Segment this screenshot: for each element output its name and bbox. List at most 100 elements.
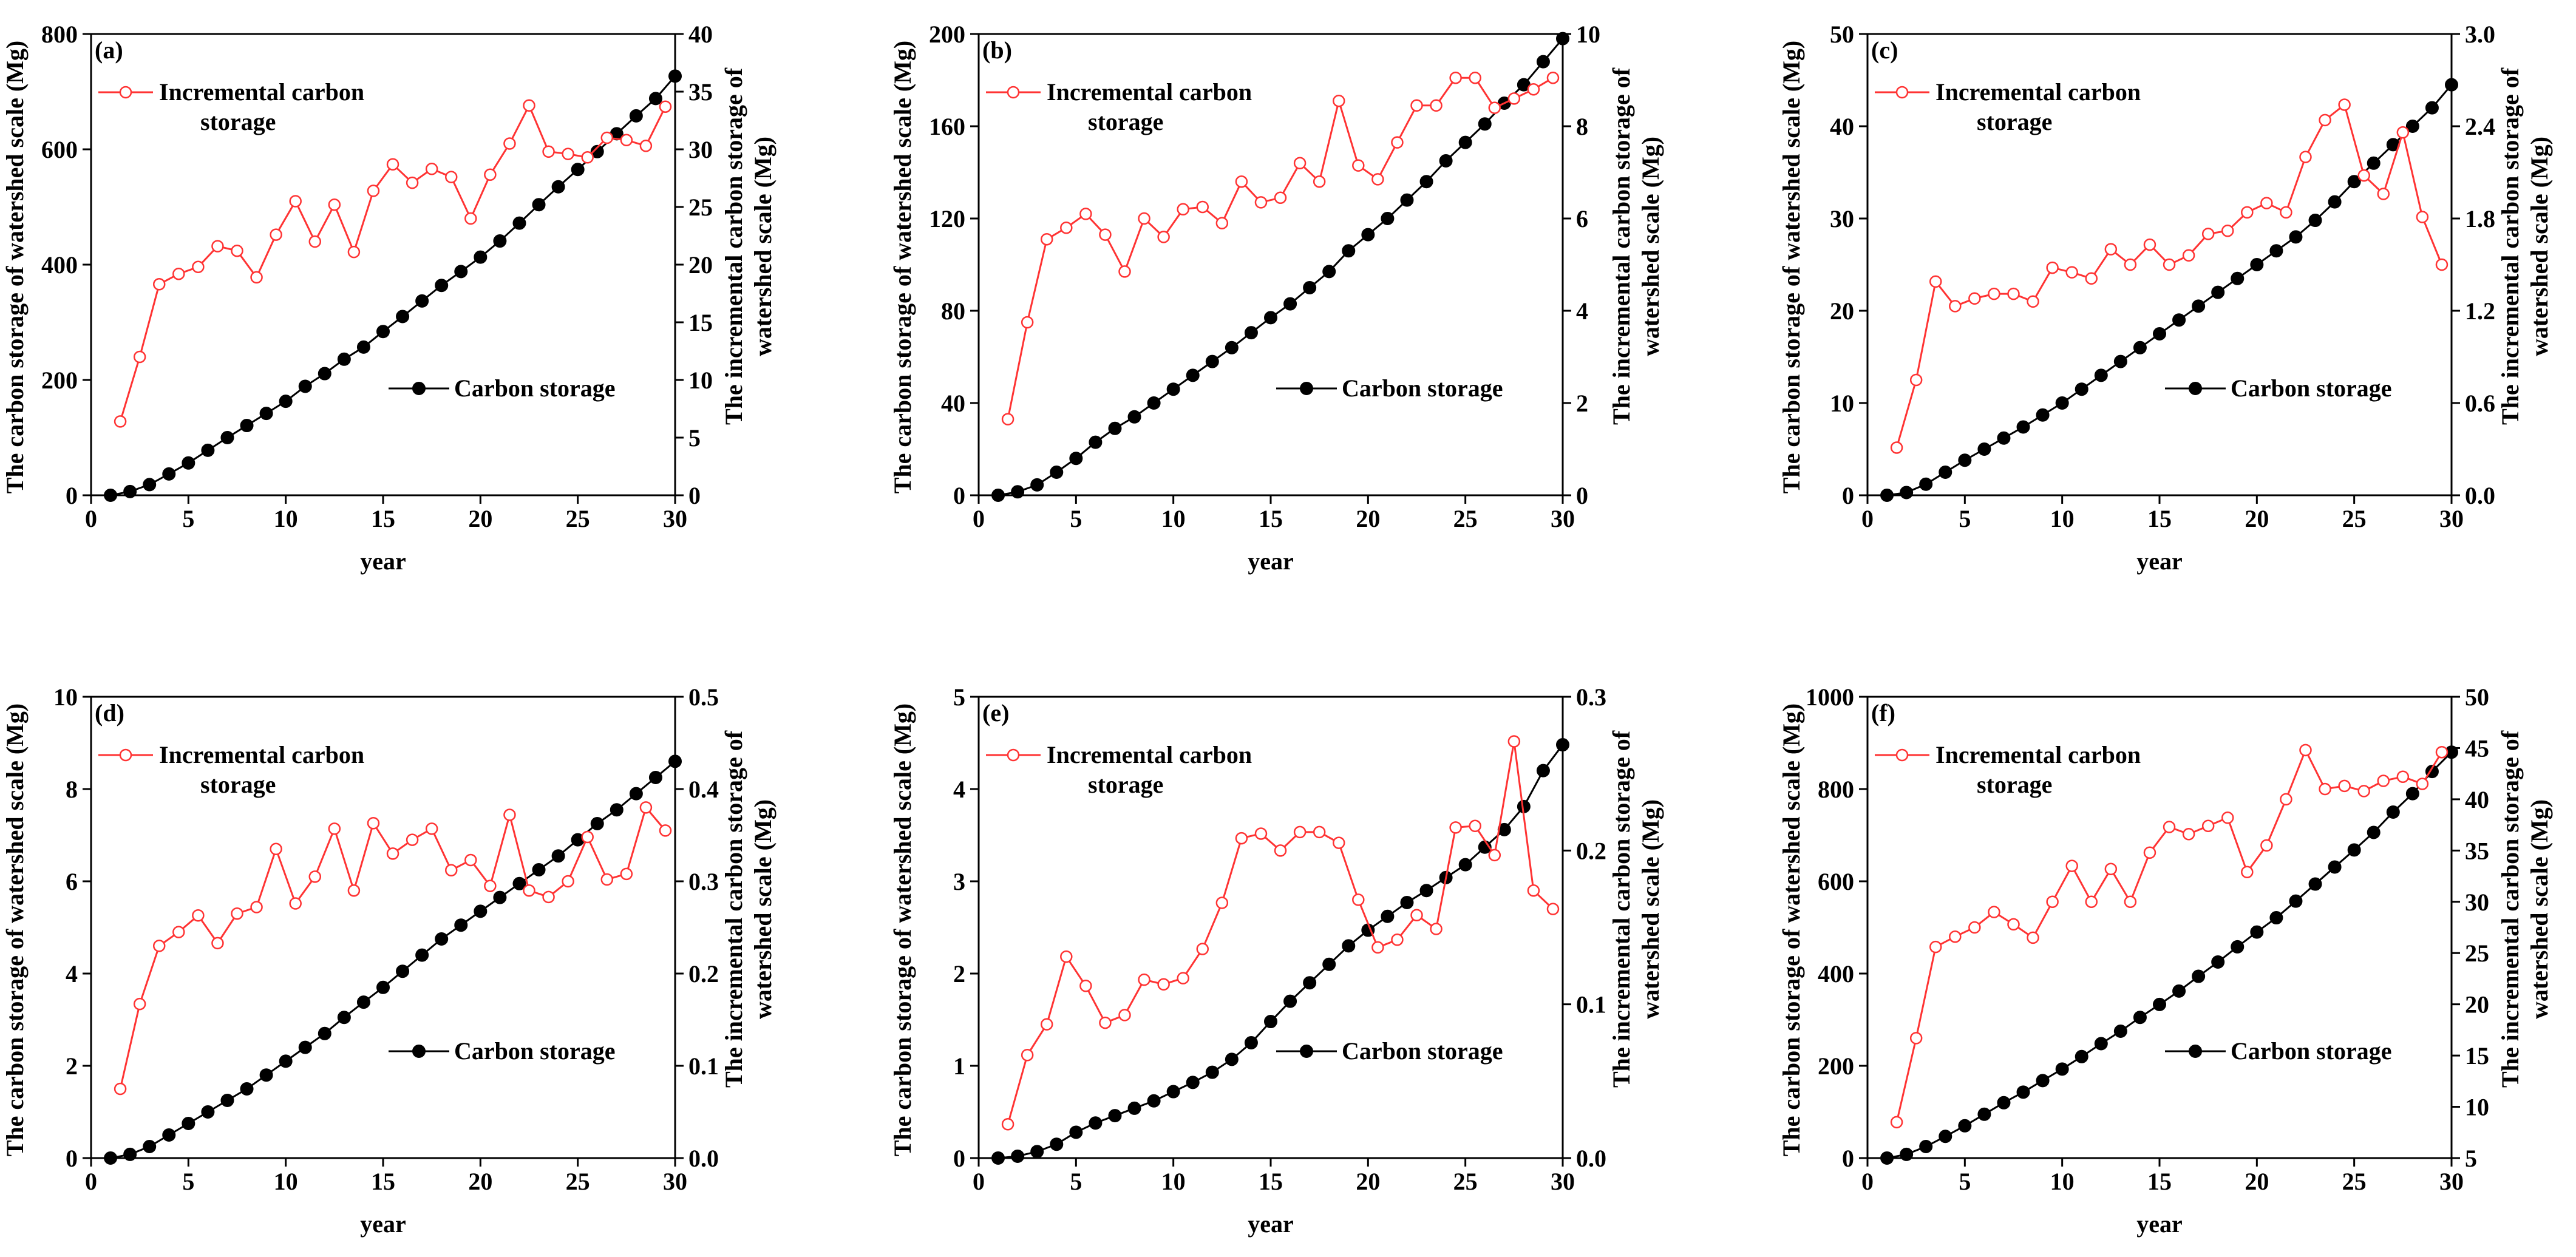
carbon-storage-point <box>2308 877 2322 891</box>
x-tick-label: 5 <box>1959 505 1971 532</box>
incremental-carbon-point <box>523 884 535 897</box>
incremental-carbon-point <box>542 145 555 158</box>
carbon-storage-point <box>2036 408 2050 422</box>
carbon-storage-point <box>1127 410 1141 424</box>
y-left-tick-label: 800 <box>1818 776 1854 803</box>
incremental-carbon-point <box>1546 903 1560 915</box>
incremental-carbon-point <box>1507 735 1521 748</box>
carbon-storage-point <box>532 198 546 212</box>
carbon-storage-point <box>1244 1036 1258 1049</box>
incremental-carbon-point <box>542 890 555 904</box>
carbon-storage-point <box>2308 214 2322 228</box>
carbon-storage-point <box>2231 271 2245 285</box>
x-tick-label: 30 <box>2439 505 2464 532</box>
carbon-storage-point <box>279 1054 293 1068</box>
y-right-tick-label: 3.0 <box>2465 21 2495 48</box>
x-tick-label: 5 <box>1070 1168 1082 1195</box>
y-right-tick-label: 25 <box>688 194 713 221</box>
incremental-carbon-point <box>2416 778 2429 790</box>
incremental-carbon-point <box>1157 978 1170 991</box>
incremental-carbon-point <box>2377 188 2390 200</box>
incremental-carbon-point <box>2280 793 2292 806</box>
incremental-carbon-point <box>406 176 419 189</box>
incremental-carbon-point <box>308 870 322 883</box>
y-right-tick-label: 4 <box>1576 297 1588 325</box>
x-axis-title: year <box>2136 1210 2183 1238</box>
incremental-carbon-point <box>211 937 224 950</box>
x-tick-label: 0 <box>973 1168 985 1195</box>
carbon-storage-point <box>1127 1101 1141 1115</box>
x-tick-label: 10 <box>2050 505 2075 532</box>
legend-carbon-swatch-marker <box>1300 1045 1313 1058</box>
incremental-carbon-point <box>2046 261 2059 274</box>
y-left-axis-title: The carbon storage of watershed scale (M… <box>1 703 29 1157</box>
incremental-carbon-point <box>1449 821 1462 834</box>
incremental-carbon-line <box>1895 748 2443 1123</box>
incremental-carbon-point <box>1371 173 1384 186</box>
carbon-storage-point <box>629 787 643 801</box>
x-tick-label: 10 <box>274 1168 298 1195</box>
incremental-carbon-point <box>386 847 399 860</box>
y-right-tick-label: 2 <box>1576 390 1588 417</box>
carbon-storage-point <box>1400 895 1414 909</box>
incremental-carbon-point <box>1254 827 1268 840</box>
y-right-tick-label: 10 <box>2465 1094 2489 1121</box>
legend-incremental-label-line1: Incremental carbon <box>159 741 364 768</box>
incremental-carbon-point <box>2027 295 2039 308</box>
y-left-axis-title: The carbon storage of watershed scale (M… <box>1778 41 1805 494</box>
carbon-storage-point <box>415 294 429 308</box>
carbon-storage-point <box>1880 489 1894 502</box>
incremental-carbon-point <box>484 879 497 892</box>
y-left-tick-label: 0 <box>66 1145 78 1172</box>
carbon-storage-point <box>2347 175 2361 189</box>
incremental-carbon-point <box>1099 228 1112 241</box>
y-left-axis-title: The carbon storage of watershed scale (M… <box>889 703 916 1157</box>
carbon-storage-point <box>1089 435 1103 449</box>
x-tick-label: 0 <box>1861 505 1874 532</box>
incremental-carbon-point <box>2221 225 2234 237</box>
carbon-storage-point <box>1536 764 1550 778</box>
carbon-storage-point <box>1381 212 1395 225</box>
carbon-storage-point <box>2425 101 2439 115</box>
incremental-carbon-point <box>1909 373 1923 387</box>
y-right-tick-label: 40 <box>2465 786 2489 813</box>
incremental-carbon-point <box>1293 825 1307 839</box>
incremental-carbon-point <box>1988 906 2000 918</box>
carbon-storage-point <box>1264 311 1277 325</box>
y-right-axis-title-line1: The incremental carbon storage of <box>2496 730 2524 1088</box>
carbon-storage-point <box>162 1128 176 1142</box>
y-left-tick-label: 40 <box>1830 113 1854 140</box>
carbon-storage-point <box>2211 285 2225 299</box>
y-left-tick-label: 200 <box>929 21 965 48</box>
incremental-carbon-point <box>270 228 282 241</box>
y-right-axis-title-line2: watershed scale (Mg) <box>749 799 777 1019</box>
incremental-carbon-point <box>1060 950 1073 963</box>
incremental-carbon-point <box>367 185 380 197</box>
incremental-carbon-point <box>600 873 614 886</box>
y-left-tick-label: 0 <box>953 1145 965 1172</box>
x-tick-label: 30 <box>663 505 687 532</box>
incremental-carbon-point <box>2396 770 2410 783</box>
incremental-carbon-point <box>1138 973 1150 986</box>
x-axis-title: year <box>2136 547 2183 575</box>
y-left-tick-label: 2 <box>66 1052 78 1080</box>
legend-incremental-label-line1: Incremental carbon <box>1935 741 2141 768</box>
incremental-carbon-point <box>2299 744 2312 757</box>
y-right-tick-label: 0.1 <box>688 1052 719 1080</box>
y-right-tick-label: 0.0 <box>2465 482 2495 509</box>
incremental-carbon-point <box>1235 832 1248 845</box>
y-left-tick-label: 1 <box>953 1052 965 1080</box>
x-tick-label: 0 <box>1861 1168 1874 1195</box>
carbon-storage-point <box>1458 858 1472 872</box>
y-left-tick-label: 20 <box>1830 297 1854 325</box>
legend-carbon-swatch-marker <box>2189 382 2202 395</box>
panel-label: (d) <box>95 699 124 727</box>
carbon-storage-point <box>2328 860 2342 874</box>
incremental-carbon-point <box>1254 196 1268 209</box>
y-right-tick-label: 20 <box>2465 991 2489 1018</box>
carbon-storage-point <box>512 216 526 230</box>
incremental-carbon-point <box>1371 941 1384 954</box>
carbon-storage-point <box>1225 341 1239 354</box>
carbon-storage-point <box>1361 228 1375 242</box>
x-tick-label: 10 <box>274 505 298 532</box>
